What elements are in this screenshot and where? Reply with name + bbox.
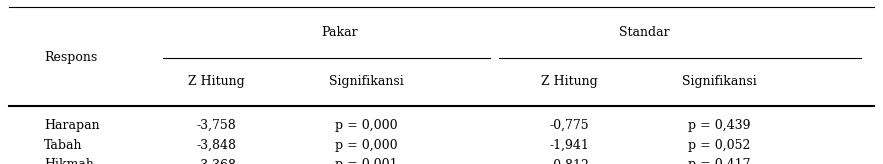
Text: p = 0,417: p = 0,417 bbox=[689, 158, 751, 164]
Text: Hikmah: Hikmah bbox=[44, 158, 94, 164]
Text: p = 0,439: p = 0,439 bbox=[689, 119, 751, 132]
Text: -3,758: -3,758 bbox=[196, 119, 237, 132]
Text: Tabah: Tabah bbox=[44, 139, 83, 152]
Text: p = 0,000: p = 0,000 bbox=[336, 119, 397, 132]
Text: p = 0,001: p = 0,001 bbox=[336, 158, 397, 164]
Text: Pakar: Pakar bbox=[321, 26, 358, 39]
Text: p = 0,000: p = 0,000 bbox=[336, 139, 397, 152]
Text: -0,812: -0,812 bbox=[549, 158, 590, 164]
Text: -0,775: -0,775 bbox=[550, 119, 589, 132]
Text: Harapan: Harapan bbox=[44, 119, 100, 132]
Text: Signifikansi: Signifikansi bbox=[329, 75, 404, 89]
Text: Respons: Respons bbox=[44, 51, 97, 64]
Text: Standar: Standar bbox=[619, 26, 670, 39]
Text: -1,941: -1,941 bbox=[549, 139, 590, 152]
Text: Z Hitung: Z Hitung bbox=[541, 75, 598, 89]
Text: -3,848: -3,848 bbox=[196, 139, 237, 152]
Text: -3,368: -3,368 bbox=[196, 158, 237, 164]
Text: Z Hitung: Z Hitung bbox=[188, 75, 245, 89]
Text: Signifikansi: Signifikansi bbox=[683, 75, 757, 89]
Text: p = 0,052: p = 0,052 bbox=[689, 139, 751, 152]
